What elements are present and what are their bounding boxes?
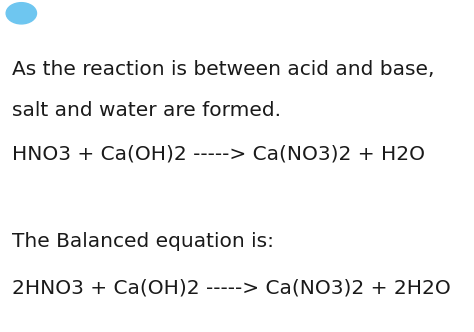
Text: As the reaction is between acid and base,: As the reaction is between acid and base… (12, 60, 434, 79)
Text: 2HNO3 + Ca(OH)2 -----> Ca(NO3)2 + 2H2O: 2HNO3 + Ca(OH)2 -----> Ca(NO3)2 + 2H2O (12, 279, 451, 298)
Text: salt and water are formed.: salt and water are formed. (12, 101, 281, 120)
Circle shape (6, 3, 36, 24)
Text: HNO3 + Ca(OH)2 -----> Ca(NO3)2 + H2O: HNO3 + Ca(OH)2 -----> Ca(NO3)2 + H2O (12, 144, 425, 163)
Text: The Balanced equation is:: The Balanced equation is: (12, 232, 274, 251)
